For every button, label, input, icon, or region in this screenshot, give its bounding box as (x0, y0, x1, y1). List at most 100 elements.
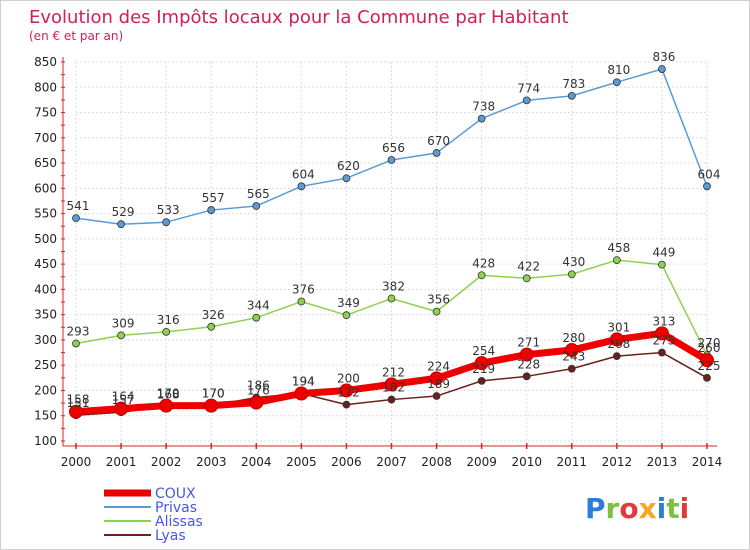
data-point-alissas (387, 294, 396, 303)
data-point-privas (252, 202, 261, 210)
legend-label-alissas: Alissas (155, 514, 203, 530)
data-point-coux (249, 395, 264, 410)
data-point-alissas (117, 331, 125, 340)
data-point-coux (429, 371, 444, 386)
proxiti-logo: Proxiti (585, 492, 689, 525)
data-label-alissas: 356 (427, 293, 450, 307)
data-label-lyas: 228 (517, 357, 540, 371)
data-point-privas (342, 174, 351, 183)
logo-letter: P (585, 492, 606, 525)
x-tick-label: 2006 (331, 455, 362, 469)
data-label-lyas: 157 (112, 393, 135, 407)
x-tick-label: 2000 (61, 455, 92, 469)
x-tick-label: 2010 (511, 455, 542, 469)
logo-letter: i (657, 492, 667, 525)
data-label-lyas: 172 (337, 386, 360, 400)
y-tick-label: 250 (34, 358, 57, 372)
x-tick-label: 2011 (557, 455, 588, 469)
data-label-privas: 604 (292, 167, 315, 181)
data-point-lyas (658, 348, 666, 357)
y-tick-label: 450 (34, 257, 57, 271)
data-label-coux: 271 (517, 336, 540, 350)
y-tick-label: 200 (34, 383, 57, 397)
data-point-coux (609, 332, 624, 347)
y-tick-label: 700 (34, 131, 57, 145)
data-point-lyas (567, 364, 576, 373)
data-point-alissas (658, 260, 666, 269)
data-point-lyas (342, 400, 351, 409)
x-tick-label: 2008 (421, 455, 452, 469)
data-point-privas (658, 65, 666, 73)
data-point-privas (477, 114, 486, 123)
data-label-coux: 158 (67, 393, 90, 407)
data-point-privas (522, 96, 531, 105)
data-label-privas: 620 (337, 159, 360, 173)
data-label-lyas: 194 (292, 374, 315, 388)
data-label-lyas: 219 (472, 362, 495, 376)
data-point-coux (654, 326, 669, 341)
data-point-coux (159, 398, 174, 413)
data-label-privas: 541 (67, 199, 90, 213)
data-label-alissas: 270 (698, 336, 721, 350)
series-layer (69, 65, 714, 420)
data-point-alissas (162, 327, 171, 336)
x-tick-label: 2007 (376, 455, 407, 469)
y-tick-label: 850 (34, 55, 57, 69)
data-label-alissas: 458 (607, 241, 630, 255)
data-label-privas: 656 (382, 141, 405, 155)
x-tick-label: 2005 (286, 455, 317, 469)
data-label-lyas: 243 (562, 350, 585, 364)
data-label-privas: 670 (427, 134, 450, 148)
data-label-alissas: 376 (292, 283, 315, 297)
data-point-coux (384, 377, 399, 392)
data-label-coux: 260 (698, 341, 721, 355)
data-point-alissas (522, 274, 531, 283)
x-tick-label: 2014 (692, 455, 723, 469)
data-label-coux: 254 (472, 344, 495, 358)
data-label-alissas: 344 (247, 299, 270, 313)
logo-letter: i (680, 492, 690, 525)
data-point-coux (204, 398, 219, 413)
data-label-coux: 170 (202, 387, 225, 401)
data-point-alissas (612, 256, 621, 264)
chart-subtitle: (en € et par an) (29, 29, 123, 43)
data-point-privas (162, 218, 171, 227)
data-label-privas: 783 (562, 77, 585, 91)
data-label-coux: 313 (652, 314, 675, 328)
data-point-privas (387, 156, 396, 164)
data-label-lyas: 170 (202, 387, 225, 401)
data-label-privas: 533 (157, 203, 180, 217)
data-point-alissas (72, 339, 80, 348)
data-point-coux (114, 401, 129, 416)
data-labels: 541 529 533 557 565 604 620 656 670 738 774 783 810 8… (67, 50, 721, 410)
data-label-alissas: 422 (517, 259, 540, 273)
data-point-lyas (477, 376, 486, 385)
legend-label-lyas: Lyas (155, 528, 186, 544)
data-label-coux: 301 (607, 320, 630, 334)
logo-letter: t (666, 492, 679, 525)
y-tick-label: 150 (34, 409, 57, 423)
data-point-alissas (432, 307, 441, 316)
data-label-privas: 557 (202, 191, 225, 205)
data-point-alissas (477, 271, 486, 280)
data-label-lyas: 168 (157, 388, 180, 402)
data-label-alissas: 382 (382, 279, 405, 293)
data-label-privas: 529 (112, 205, 135, 219)
x-tick-label: 2002 (151, 455, 182, 469)
data-point-alissas (297, 297, 306, 306)
data-label-lyas: 182 (382, 381, 405, 395)
data-label-coux: 164 (112, 390, 135, 404)
data-point-coux (474, 356, 489, 371)
data-point-coux (519, 347, 534, 362)
logo-letter: r (606, 492, 620, 525)
logo-letter: o (619, 492, 638, 525)
data-label-alissas: 449 (652, 246, 675, 260)
data-point-coux (339, 383, 354, 398)
data-point-privas (207, 206, 216, 214)
x-tick-label: 2001 (106, 455, 137, 469)
data-point-coux (564, 343, 579, 358)
data-point-privas (432, 149, 441, 157)
